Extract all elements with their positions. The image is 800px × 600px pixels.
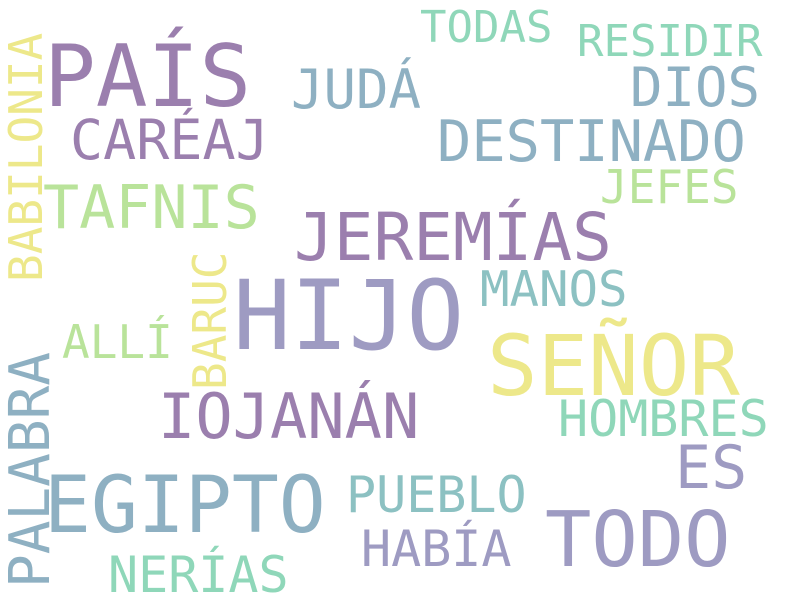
word-jeremias: JEREMÍAS [294, 199, 612, 276]
word-pais: PAÍS [44, 27, 252, 127]
word-es: ES [675, 433, 748, 503]
word-egipto: EGIPTO [44, 461, 326, 551]
word-baruc: BARUC [183, 251, 237, 390]
word-alli: ALLÍ [62, 315, 173, 369]
word-juda: JUDÁ [291, 58, 422, 121]
word-destinado: DESTINADO [437, 109, 746, 175]
word-careaj: CARÉAJ [70, 108, 269, 172]
word-habia: HABÍA [361, 520, 512, 578]
word-residir: RESIDIR [577, 16, 763, 67]
word-babilonia: BABILONIA [0, 32, 53, 282]
word-todas: TODAS [420, 2, 553, 53]
word-pueblo: PUEBLO [346, 466, 527, 524]
word-senor: SEÑOR [487, 317, 740, 415]
word-dios: DIOS [630, 56, 761, 119]
word-tafnis: TAFNIS [43, 173, 260, 243]
word-hombres: HOMBRES [558, 390, 769, 448]
word-iojanan: IOJANÁN [158, 380, 420, 453]
word-hijo: HIJO [233, 260, 465, 372]
word-manos: MANOS [480, 261, 628, 318]
word-nerias: NERÍAS [108, 546, 289, 600]
word-todo: TODO [545, 496, 731, 585]
word-jefes: JEFES [600, 160, 739, 214]
